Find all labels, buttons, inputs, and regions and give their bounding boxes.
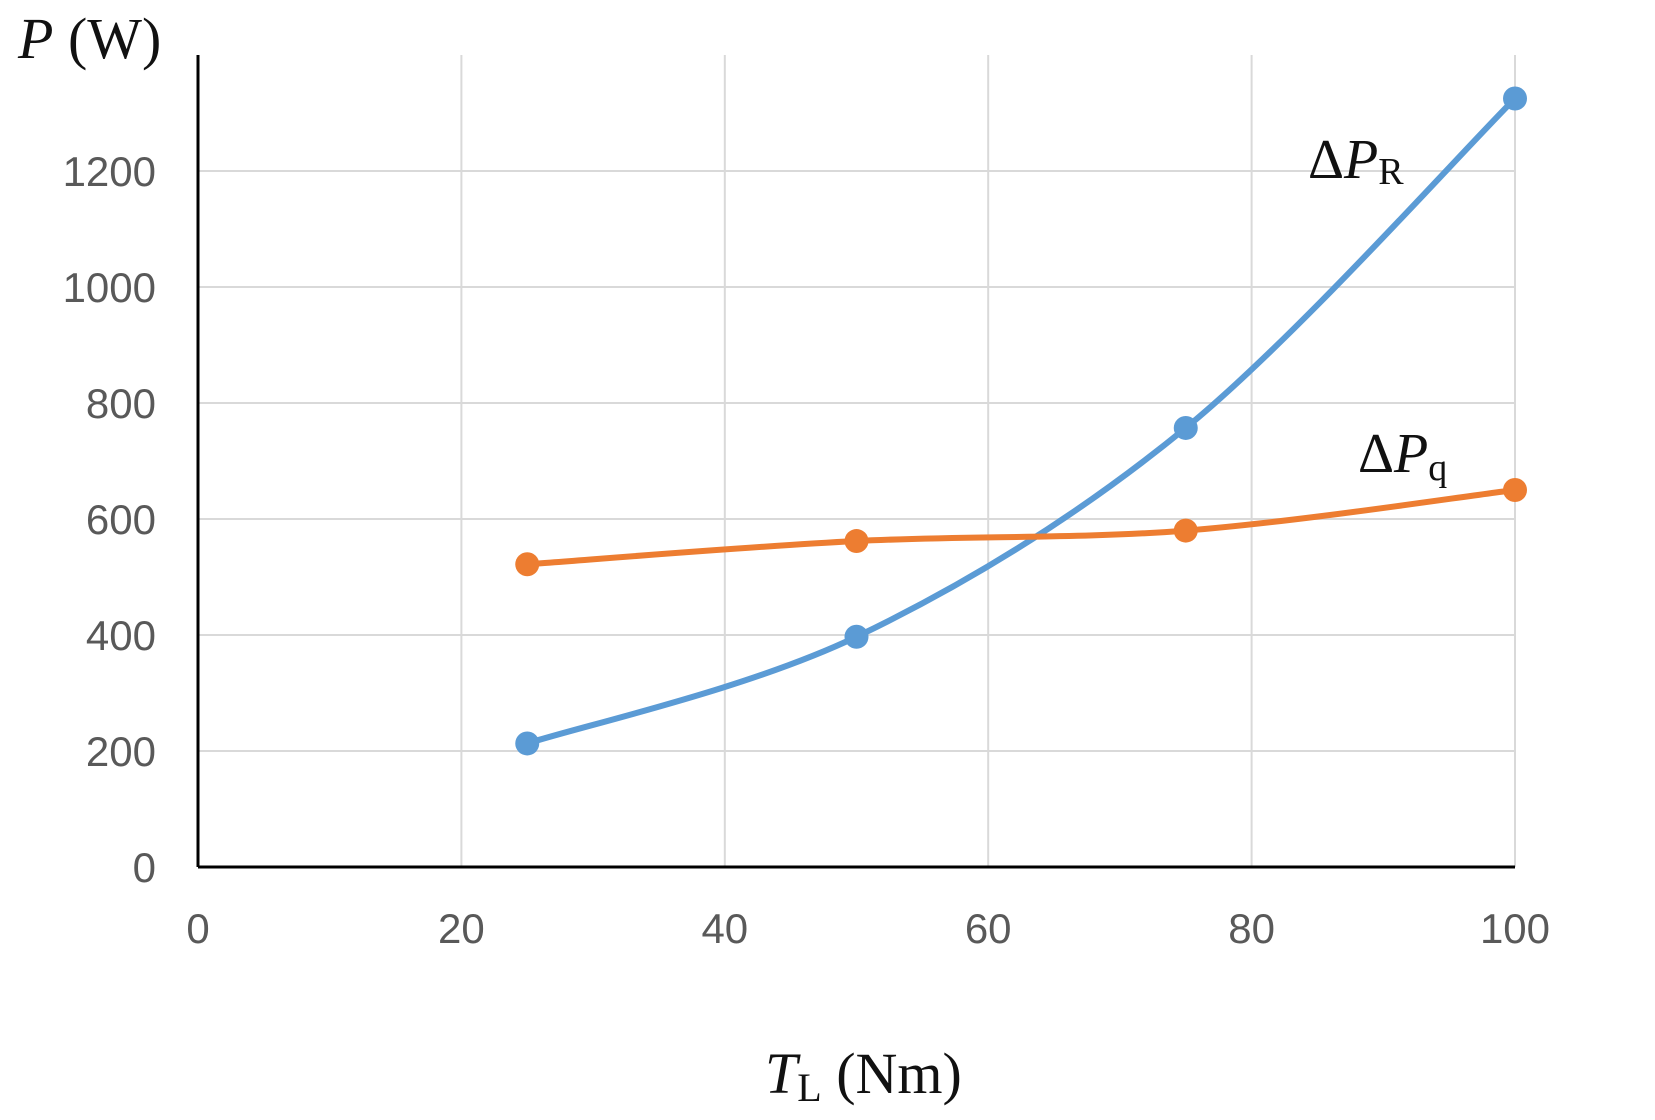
y-axis-label: P (W) xyxy=(17,6,161,71)
x-tick-label: 0 xyxy=(186,905,209,952)
series-line-0 xyxy=(524,95,1518,747)
series-label-delta-pr-main: P xyxy=(1343,129,1378,191)
data-point-series-0 xyxy=(1173,415,1198,440)
y-tick-labels: 0 200 400 600 800 1000 1200 xyxy=(63,148,156,891)
y-tick-label: 200 xyxy=(86,728,156,775)
data-point-series-1 xyxy=(515,552,540,577)
series-line-1 xyxy=(524,487,1518,568)
x-tick-label: 20 xyxy=(438,905,485,952)
x-tick-label: 80 xyxy=(1228,905,1275,952)
series-label-delta-pq-sub: q xyxy=(1428,447,1447,489)
y-tick-label: 1000 xyxy=(63,264,156,311)
data-point-series-0 xyxy=(844,624,869,649)
y-tick-label: 600 xyxy=(86,496,156,543)
x-tick-labels: 0 20 40 60 80 100 xyxy=(186,905,1550,952)
x-tick-label: 100 xyxy=(1480,905,1550,952)
data-point-series-0 xyxy=(515,731,540,756)
y-tick-label: 0 xyxy=(133,844,156,891)
series-label-delta-pr-prefix: Δ xyxy=(1308,129,1344,191)
y-tick-label: 800 xyxy=(86,380,156,427)
x-axis-label-unit: (Nm) xyxy=(822,1041,962,1106)
series-label-delta-pq-main: P xyxy=(1393,423,1428,485)
x-tick-label: 60 xyxy=(965,905,1012,952)
series-label-delta-pq: ΔPq xyxy=(1358,423,1447,489)
data-point-series-1 xyxy=(1503,478,1527,502)
y-tick-label: 400 xyxy=(86,612,156,659)
data-point-series-1 xyxy=(844,529,869,554)
x-axis-label: TL (Nm) xyxy=(765,1041,962,1110)
series-label-delta-pq-prefix: Δ xyxy=(1358,423,1394,485)
y-axis-label-unit: (W) xyxy=(53,6,161,71)
data-point-series-1 xyxy=(1173,518,1198,543)
x-axis-label-sub: L xyxy=(797,1065,821,1110)
x-axis-label-main: T xyxy=(765,1041,801,1106)
x-tick-label: 40 xyxy=(701,905,748,952)
grid-lines xyxy=(198,55,1516,867)
data-point-series-0 xyxy=(1503,86,1527,111)
series-label-delta-pr-sub: R xyxy=(1378,151,1404,193)
axes xyxy=(196,55,1515,869)
series-label-delta-pr: ΔPR xyxy=(1308,129,1404,193)
y-tick-label: 1200 xyxy=(63,148,156,195)
y-axis-label-main: P xyxy=(17,6,53,71)
series-group xyxy=(515,86,1527,756)
